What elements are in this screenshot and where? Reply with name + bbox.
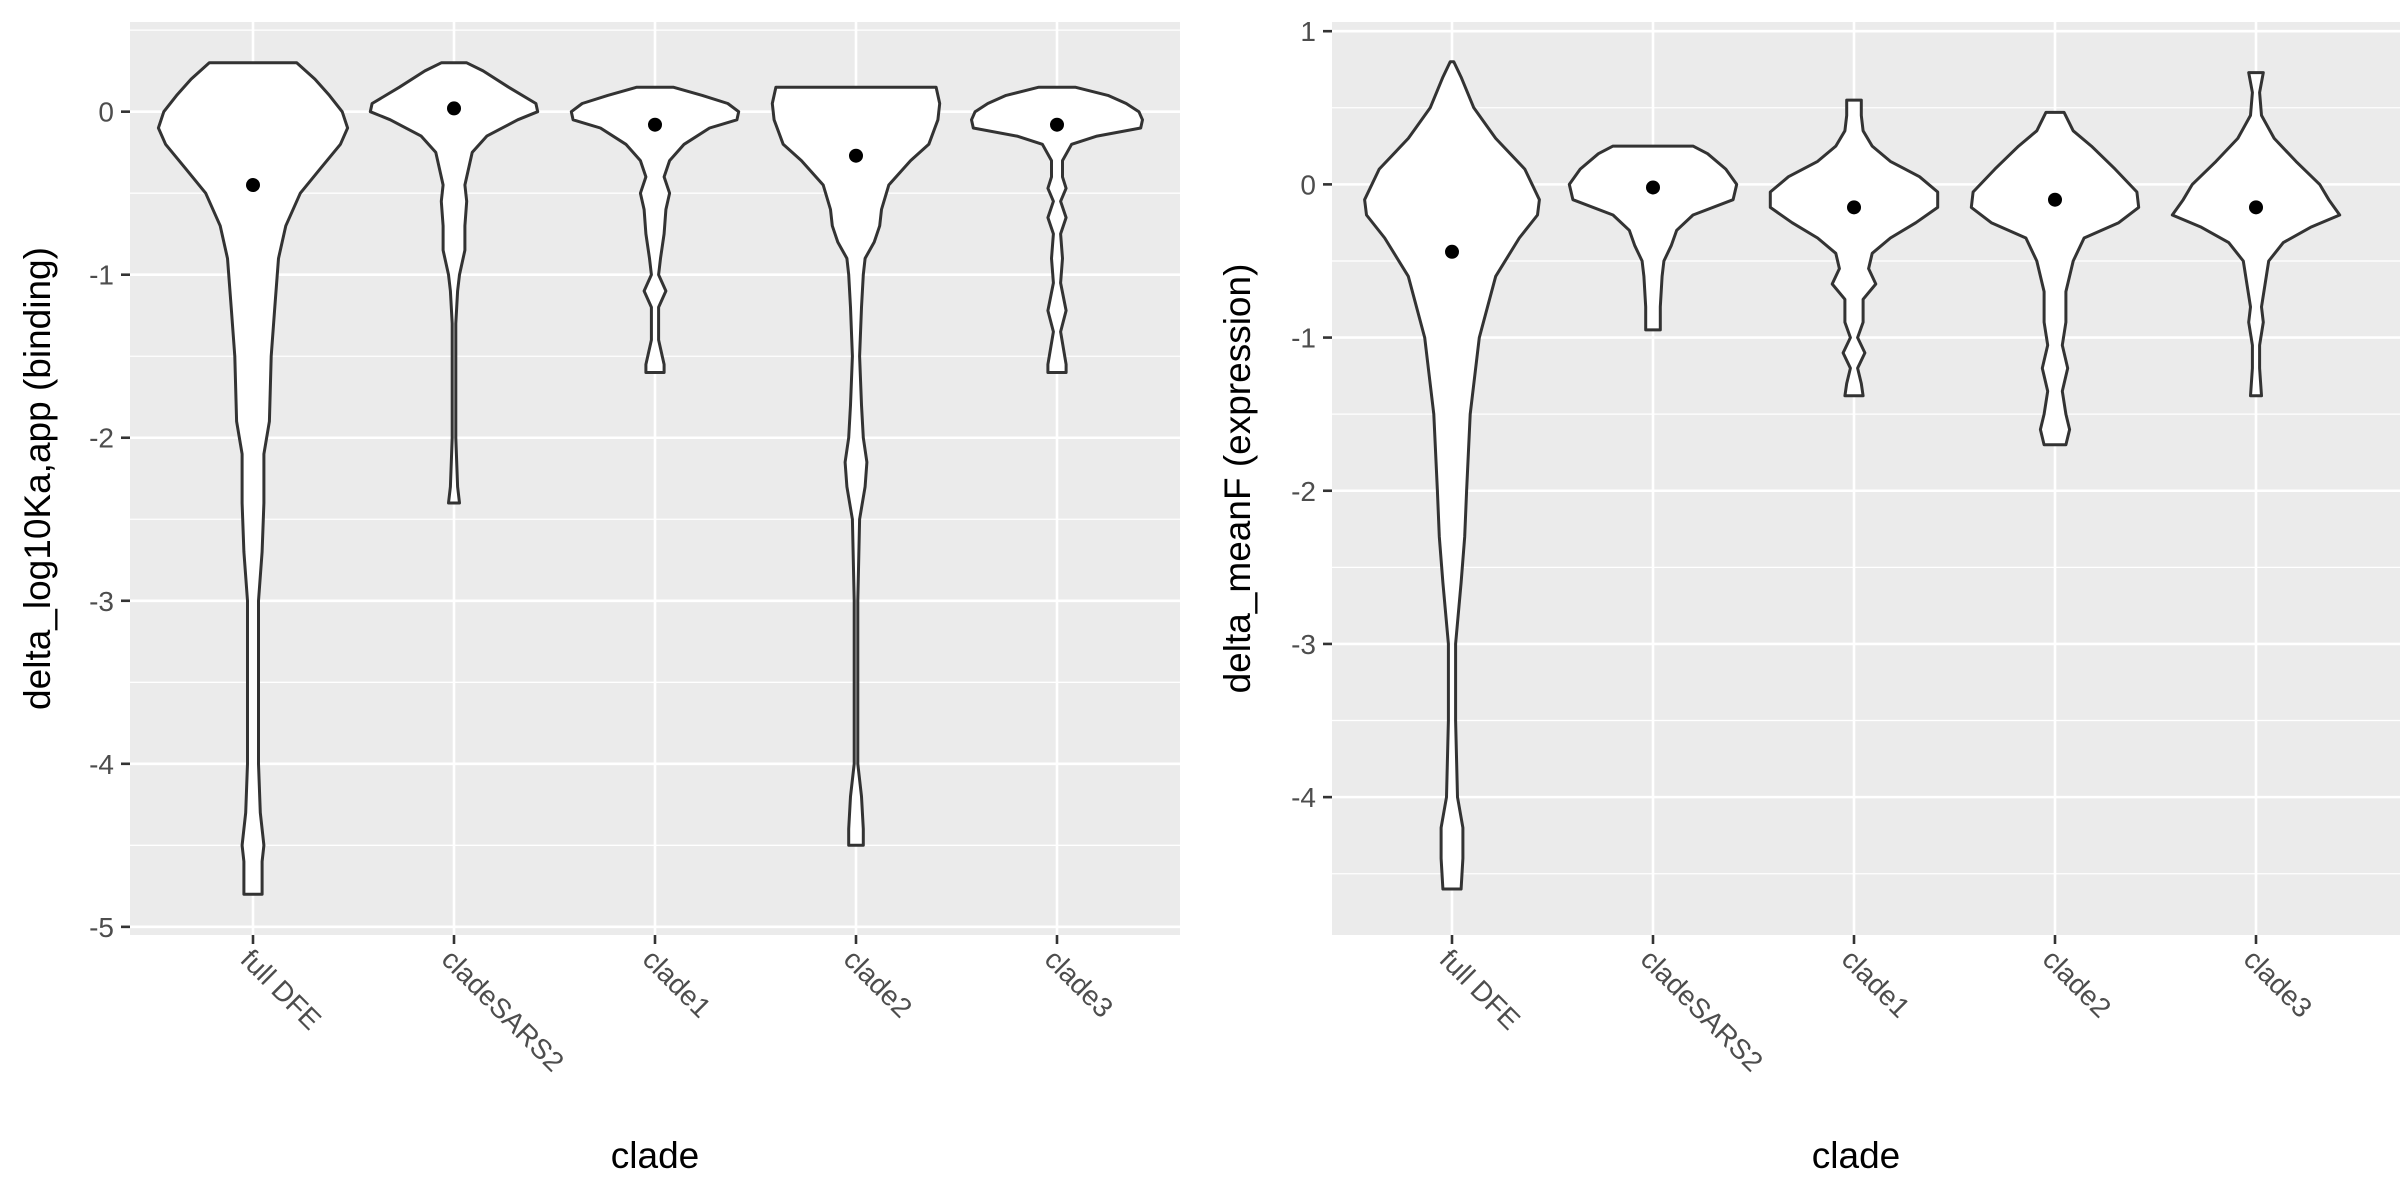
y-tick-label: -4 <box>1291 782 1316 813</box>
mean-point <box>648 117 662 132</box>
violin-cladesars2 <box>368 61 540 505</box>
x-tick-label: cladeSARS2 <box>1635 943 1769 1077</box>
mean-point <box>1445 244 1459 259</box>
mean-point <box>1050 117 1064 132</box>
y-tick-label: -2 <box>89 423 114 454</box>
y-tick-label: -1 <box>1291 323 1316 354</box>
violin-clade1 <box>569 85 741 374</box>
y-tick-label: 0 <box>98 97 114 128</box>
x-tick-label: clade1 <box>637 943 717 1023</box>
x-tick-label: clade1 <box>1836 943 1916 1023</box>
violin-clade1 <box>1768 98 1940 398</box>
x-tick-label: clade2 <box>2037 943 2117 1023</box>
y-tick-label: -3 <box>1291 629 1316 660</box>
mean-point <box>1847 200 1861 215</box>
y-tick-label: -3 <box>89 586 114 617</box>
x-tick-label: clade3 <box>2238 943 2318 1023</box>
x-tick-label: full DFE <box>1434 943 1526 1035</box>
violin-clade3 <box>970 85 1144 374</box>
y-tick-label: 1 <box>1300 16 1316 47</box>
y-axis-title: delta_log10Ka,app (binding) <box>17 247 58 710</box>
y-tick-label: -5 <box>89 912 114 943</box>
y-tick-label: 0 <box>1300 169 1316 200</box>
mean-point <box>2249 200 2263 215</box>
violin-cladesars2 <box>1567 144 1739 332</box>
x-axis-title: clade <box>1812 1135 1900 1176</box>
x-axis-title: clade <box>611 1135 699 1176</box>
violin-clade3 <box>2170 71 2342 398</box>
violin-clade2 <box>1969 110 2141 447</box>
left-panel-binding: 0 -1 -2 -3 -4 -5 full DFE cladeSARS2 clade1 clade… <box>17 22 1180 1176</box>
mean-point <box>2048 192 2062 207</box>
mean-point <box>246 178 260 193</box>
right-panel-expression: 1 0 -1 -2 -3 -4 full DFE cladeSARS2 clade1 clade2… <box>1217 16 2400 1176</box>
y-tick-label: -2 <box>1291 476 1316 507</box>
mean-point <box>1646 180 1660 195</box>
violin-full-dfe <box>156 61 350 896</box>
x-tick-label: cladeSARS2 <box>436 943 570 1077</box>
y-tick-label: -4 <box>89 749 114 780</box>
x-tick-label: full DFE <box>235 943 327 1035</box>
y-axis-title: delta_meanF (expression) <box>1217 264 1258 694</box>
y-tick-label: -1 <box>89 260 114 291</box>
mean-point <box>447 101 461 116</box>
mean-point <box>849 148 863 163</box>
x-tick-label: clade3 <box>1039 943 1119 1023</box>
violin-clade2 <box>770 85 942 847</box>
x-tick-label: clade2 <box>838 943 918 1023</box>
violin-full-dfe <box>1363 60 1541 891</box>
